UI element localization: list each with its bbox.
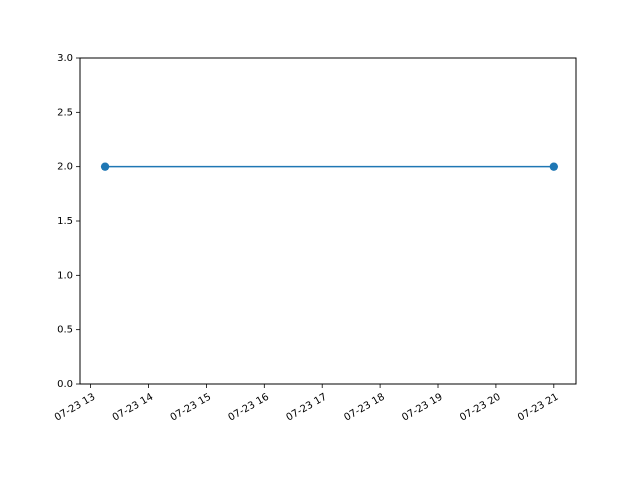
axes-frame xyxy=(79,57,577,385)
data-point xyxy=(549,162,559,171)
plot-area xyxy=(100,162,559,171)
y-tick-label: 0.0 xyxy=(57,379,73,390)
y-tick-label: 1.0 xyxy=(57,270,73,281)
y-axis: 0.0 0.5 1.0 1.5 2.0 2.5 3.0 xyxy=(57,53,80,390)
y-tick-label: 2.5 xyxy=(57,107,73,118)
data-point xyxy=(100,162,110,171)
y-tick-label: 2.0 xyxy=(57,162,73,173)
y-tick-label: 3.0 xyxy=(57,53,73,64)
y-tick-label: 0.5 xyxy=(57,325,73,336)
y-tick-label: 1.5 xyxy=(57,216,73,227)
